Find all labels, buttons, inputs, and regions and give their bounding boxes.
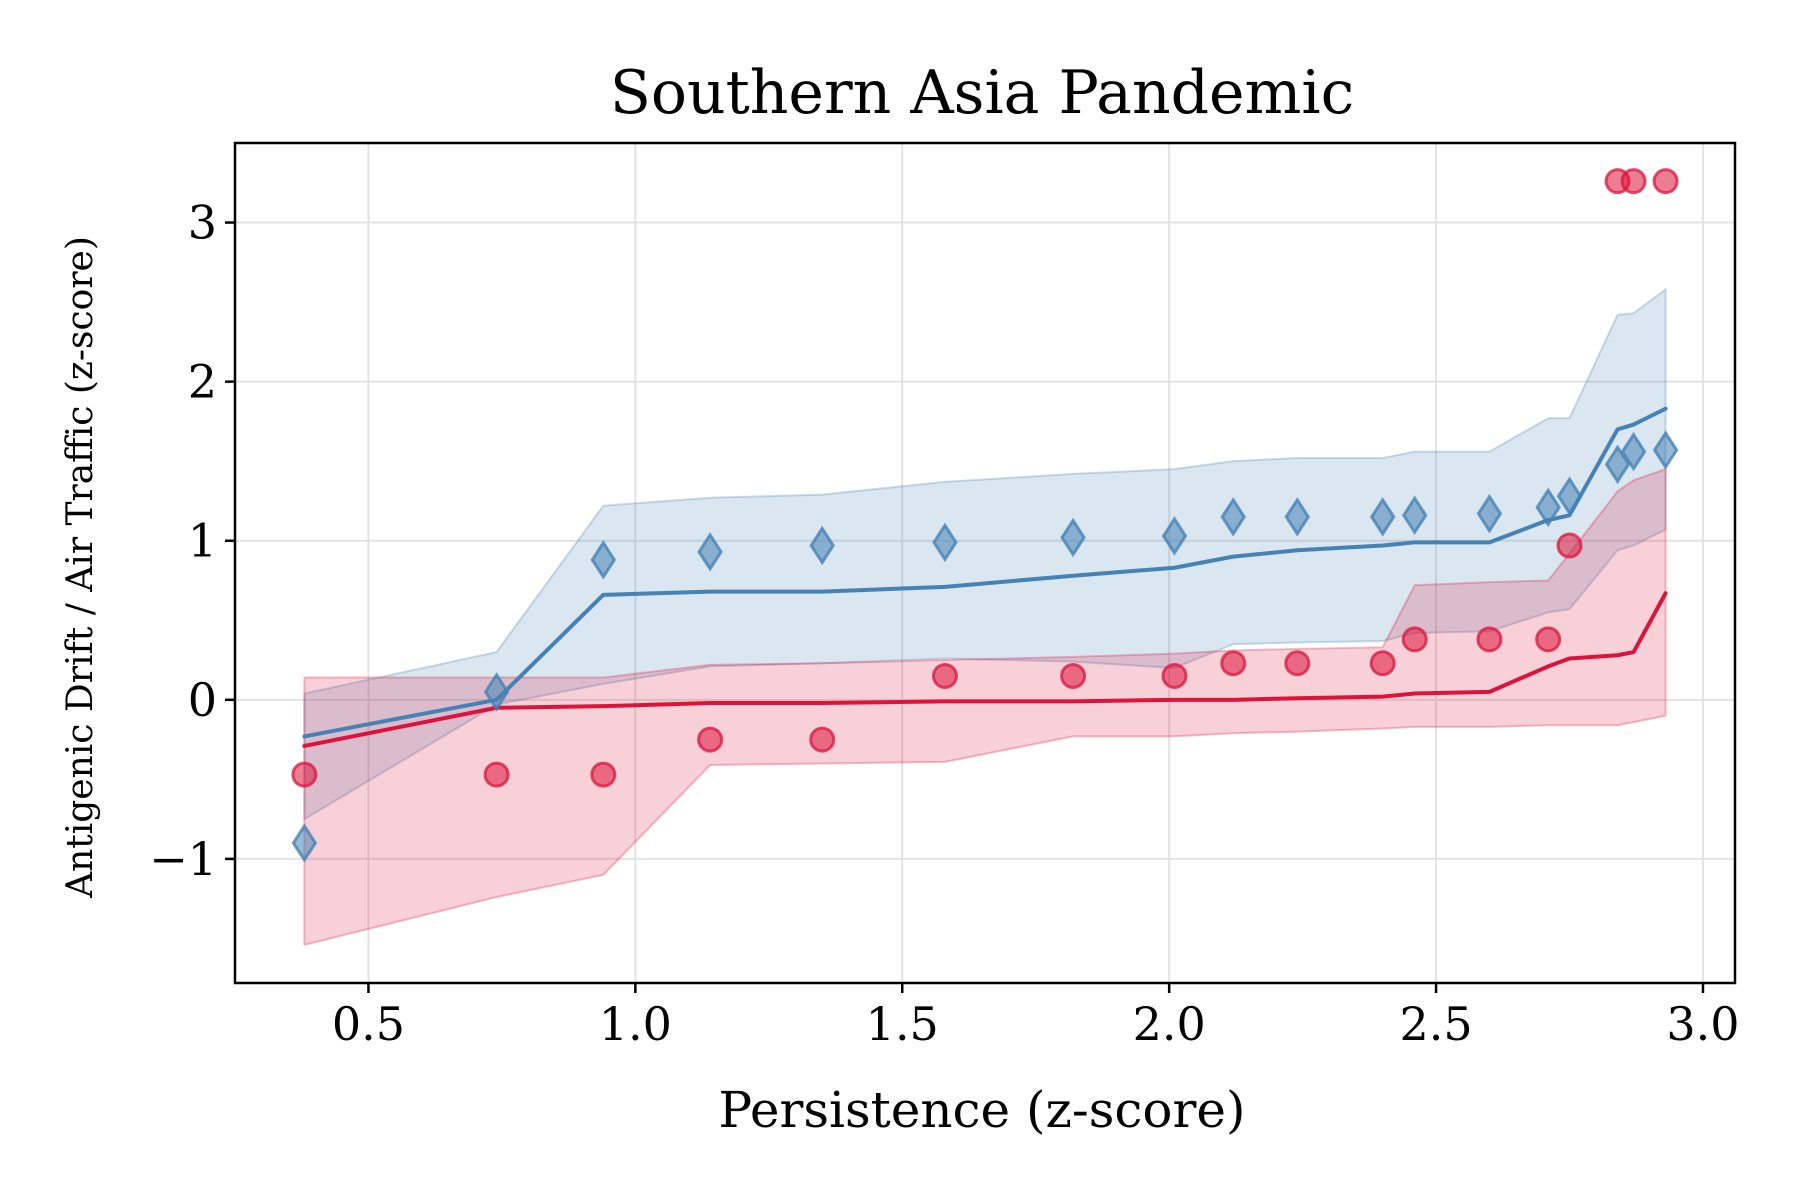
series-2-point — [291, 761, 318, 788]
series-1-point — [697, 532, 723, 572]
series-1-point — [1220, 497, 1247, 537]
confidence-bands — [303, 287, 1667, 947]
y-tick-label: 2 — [188, 355, 217, 409]
series-1-point — [590, 540, 617, 580]
series-2-point — [1652, 168, 1679, 195]
plot-frame — [233, 141, 1737, 985]
axes: 0.5 1.0 1.5 2.0 2.5 3.0 −1 0 1 2 3 — [149, 141, 1740, 1051]
series-2-point — [590, 761, 617, 788]
series-1-band — [303, 287, 1667, 821]
y-tick-label: 3 — [188, 196, 217, 250]
series-2-band — [303, 467, 1667, 947]
series-2-point — [1620, 168, 1647, 195]
x-axis-label: Persistence (z-score) — [718, 1081, 1245, 1139]
y-tick-label: 1 — [188, 514, 217, 568]
data-points — [291, 168, 1679, 863]
series-2-point — [809, 726, 836, 753]
series-1-point — [1401, 495, 1428, 536]
series-2-point — [1401, 626, 1428, 653]
x-tick-label: 2.5 — [1399, 997, 1472, 1051]
series-1-point — [291, 823, 318, 863]
x-tick-label: 1.5 — [866, 997, 939, 1051]
series-1-point — [1604, 444, 1631, 485]
x-tick-label: 1.0 — [599, 997, 672, 1051]
series-1-point — [932, 522, 958, 563]
series-1-point — [809, 525, 835, 566]
series-1-point — [1284, 497, 1311, 537]
chart-title: Southern Asia Pandemic — [610, 58, 1354, 128]
series-2-point — [1060, 662, 1087, 689]
series-2-point — [1161, 662, 1188, 689]
x-tick-label: 2.0 — [1133, 997, 1206, 1051]
series-1-point — [1369, 497, 1396, 537]
series-2-point — [1220, 650, 1247, 677]
grid — [235, 143, 1735, 983]
series-2-point — [1369, 650, 1396, 677]
y-tick-label: −1 — [149, 832, 217, 886]
y-tick-label: 0 — [188, 673, 217, 727]
series-1-point — [1476, 493, 1503, 534]
series-2-line — [302, 591, 1668, 748]
series-1-point — [1556, 476, 1583, 516]
series-1-point — [483, 672, 510, 712]
series-2-point — [1476, 626, 1503, 653]
series-2-point — [483, 761, 510, 788]
series-1-point — [1652, 430, 1679, 470]
series-1-point — [1060, 517, 1086, 558]
series-1-point — [1161, 516, 1188, 556]
series-2-point — [1556, 532, 1583, 559]
x-tick-label: 3.0 — [1666, 997, 1739, 1051]
series-2-point — [1535, 626, 1562, 653]
x-tick-label: 0.5 — [332, 997, 405, 1051]
series-1-point — [1535, 487, 1561, 528]
series-1-point — [1620, 431, 1647, 472]
series-2-point — [697, 726, 724, 753]
series-2-point — [931, 662, 958, 689]
y-axis-label: Antigenic Drift / Air Traffic (z-score) — [60, 236, 101, 899]
series-2-point — [1284, 650, 1311, 677]
